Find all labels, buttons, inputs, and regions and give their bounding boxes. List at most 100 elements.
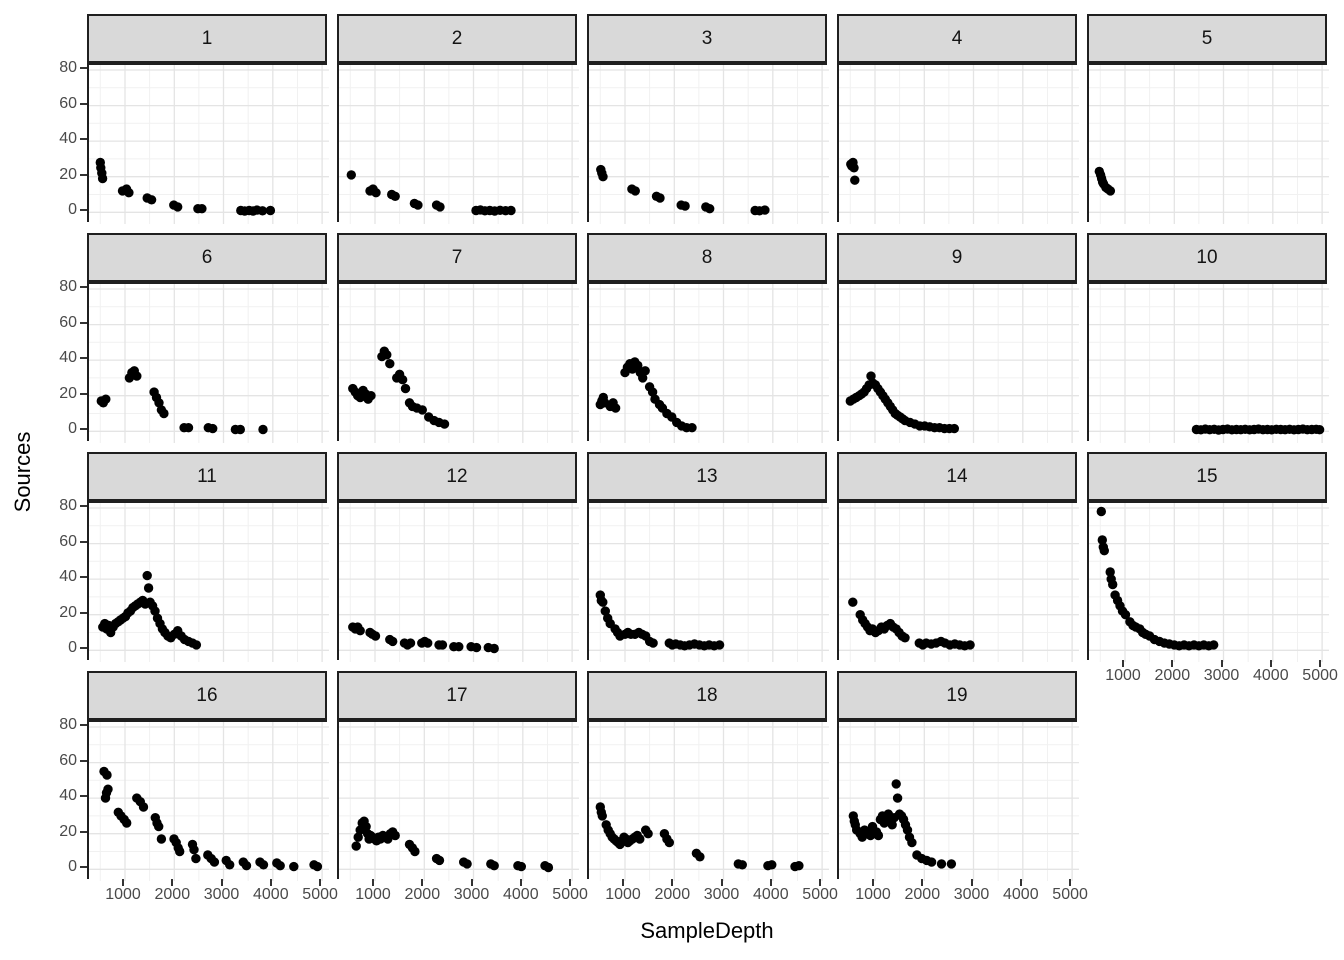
x-tick-mark <box>622 879 624 886</box>
y-tick-mark <box>80 138 87 141</box>
data-point <box>767 860 777 870</box>
data-point <box>100 793 111 803</box>
facet-plot-area <box>337 63 579 224</box>
data-point <box>439 419 450 429</box>
data-point <box>400 383 411 394</box>
facet-strip: 2 <box>337 14 577 63</box>
x-tick-label: 4000 <box>1253 667 1289 684</box>
data-point <box>159 408 169 419</box>
facet-strip-label: 6 <box>201 247 213 268</box>
data-point <box>714 640 725 650</box>
facet-plot-area <box>587 63 829 224</box>
y-tick-label: 80 <box>59 278 77 295</box>
x-tick-mark <box>1171 660 1174 667</box>
data-point <box>946 859 957 869</box>
x-tick-mark <box>519 879 522 886</box>
x-tick-label: 4000 <box>253 886 289 903</box>
facet-plot-area <box>337 282 579 443</box>
data-point <box>1120 610 1131 620</box>
data-point <box>423 638 433 648</box>
points-layer <box>339 65 579 224</box>
data-point <box>413 200 423 210</box>
x-tick-label: 4000 <box>753 886 789 903</box>
x-tick-label: 4000 <box>503 886 539 903</box>
y-tick-mark <box>80 576 87 579</box>
data-point <box>225 860 235 870</box>
y-tick-label: 40 <box>59 130 77 148</box>
y-tick-label: 80 <box>59 716 77 733</box>
x-tick-label: 1000 <box>605 886 641 903</box>
data-point <box>124 188 134 198</box>
facet-strip-label: 7 <box>451 247 463 268</box>
y-tick-mark <box>80 830 87 833</box>
data-point <box>417 405 427 415</box>
data-point <box>635 834 645 844</box>
y-tick-mark <box>80 286 87 288</box>
facet-strip: 1 <box>87 14 327 63</box>
y-axis-title: Sources <box>10 431 35 513</box>
data-point <box>926 857 937 867</box>
data-point <box>638 373 648 383</box>
x-tick-label: 2000 <box>654 886 691 903</box>
facet-strip-label: 15 <box>1196 466 1218 487</box>
y-tick-label: 40 <box>59 568 77 586</box>
x-tick-mark <box>970 879 973 886</box>
data-point <box>1108 579 1118 590</box>
x-tick-mark <box>171 879 174 886</box>
data-point <box>370 631 381 641</box>
data-point <box>737 860 747 870</box>
data-point <box>382 350 392 360</box>
y-tick-mark <box>80 392 87 395</box>
y-tick-mark <box>80 357 87 360</box>
data-point <box>154 398 164 408</box>
data-point <box>361 821 371 832</box>
x-tick-label: 5000 <box>1302 667 1338 684</box>
data-point <box>346 170 356 180</box>
y-tick-mark <box>80 647 87 650</box>
x-tick-mark <box>569 879 572 886</box>
facet-strip-label: 2 <box>451 28 463 49</box>
y-tick-mark <box>80 67 87 69</box>
facet-strip-label: 5 <box>1201 28 1213 49</box>
facet-strip-label: 13 <box>696 466 718 487</box>
y-tick-label: 0 <box>68 639 77 657</box>
facet-strip: 9 <box>837 233 1077 282</box>
y-tick-label: 80 <box>59 59 77 76</box>
x-tick-mark <box>122 879 124 886</box>
data-point <box>410 846 420 857</box>
x-tick-label: 1000 <box>355 886 391 903</box>
y-tick-label: 40 <box>59 349 77 367</box>
data-point <box>949 423 959 434</box>
y-tick-mark <box>80 611 87 614</box>
data-point <box>598 597 608 607</box>
data-point <box>175 846 185 857</box>
y-tick-mark <box>80 724 87 726</box>
facet-strip-label: 16 <box>196 685 218 706</box>
facet-strip-label: 14 <box>946 466 968 487</box>
data-point <box>794 861 804 871</box>
data-point <box>647 387 658 397</box>
x-tick-mark <box>1319 660 1322 667</box>
data-point <box>191 853 201 864</box>
facet-plot-area <box>337 501 579 662</box>
points-layer <box>339 284 579 443</box>
data-point <box>390 830 400 841</box>
facet-strip-label: 17 <box>446 685 468 706</box>
data-point <box>640 366 650 376</box>
x-tick-label: 4000 <box>1003 886 1039 903</box>
data-point <box>600 606 610 616</box>
x-tick-mark <box>769 879 772 886</box>
data-point <box>643 829 653 839</box>
facet-plot-area <box>87 501 329 662</box>
y-tick-label: 20 <box>59 384 77 402</box>
data-point <box>1314 425 1325 435</box>
data-point <box>258 424 268 435</box>
x-tick-mark <box>819 879 822 886</box>
y-tick-label: 60 <box>59 532 77 550</box>
y-tick-mark <box>80 173 87 176</box>
y-tick-mark <box>80 321 87 324</box>
facet-plot-area <box>837 501 1079 662</box>
data-point <box>849 163 859 173</box>
facet-strip: 15 <box>1087 452 1327 501</box>
facet-plot-area <box>87 282 329 443</box>
